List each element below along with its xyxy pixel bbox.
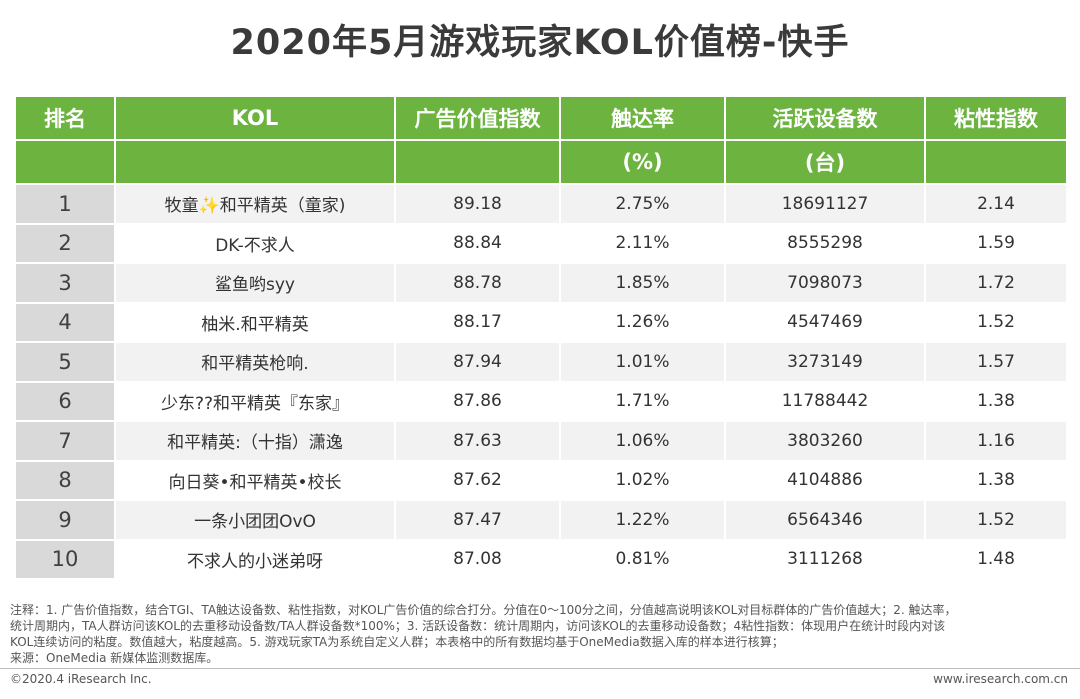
copyright-text: ©2020.4 iResearch Inc. — [10, 672, 152, 686]
header-reach-rate-unit: (%) — [561, 141, 724, 183]
stickiness-cell: 1.52 — [926, 303, 1066, 341]
stickiness-cell: 1.57 — [926, 343, 1066, 381]
active-devices-cell: 7098073 — [726, 264, 924, 302]
footer-divider — [0, 668, 1080, 669]
header-active-devices-unit: (台) — [726, 141, 924, 183]
header-ad-value-index: 广告价值指数 — [396, 97, 559, 139]
header-rank: 排名 — [16, 97, 114, 139]
stickiness-cell: 1.38 — [926, 461, 1066, 499]
table-row: 7 和平精英:（十指）潇逸 87.63 1.06% 3803260 1.16 — [16, 422, 1066, 460]
kol-name-cell: 少东??和平精英『东家』 — [116, 382, 394, 420]
active-devices-cell: 11788442 — [726, 382, 924, 420]
header-stickiness-index: 粘性指数 — [926, 97, 1066, 139]
stickiness-cell: 1.52 — [926, 501, 1066, 539]
reach-rate-cell: 1.26% — [561, 303, 724, 341]
reach-rate-cell: 0.81% — [561, 540, 724, 578]
table-row: 3 鲨鱼哟syy 88.78 1.85% 7098073 1.72 — [16, 264, 1066, 302]
reach-rate-cell: 1.06% — [561, 422, 724, 460]
kol-name-cell: 不求人的小迷弟呀 — [116, 540, 394, 578]
ad-value-cell: 87.62 — [396, 461, 559, 499]
rank-cell: 4 — [16, 303, 114, 341]
table-row: 1 牧童✨和平精英（童家) 89.18 2.75% 18691127 2.14 — [16, 185, 1066, 223]
reach-rate-cell: 1.02% — [561, 461, 724, 499]
active-devices-cell: 3111268 — [726, 540, 924, 578]
stickiness-cell: 1.59 — [926, 224, 1066, 262]
ad-value-cell: 87.47 — [396, 501, 559, 539]
reach-rate-cell: 1.71% — [561, 382, 724, 420]
footnotes: 注释：1. 广告价值指数，结合TGI、TA触达设备数、粘性指数，对KOL广告价值… — [10, 602, 1070, 666]
ad-value-cell: 87.94 — [396, 343, 559, 381]
stickiness-cell: 1.38 — [926, 382, 1066, 420]
note-line-2: 统计周期内，TA人群访问该KOL的去重移动设备数/TA人群设备数*100%；3.… — [10, 619, 946, 633]
ad-value-cell: 88.17 — [396, 303, 559, 341]
active-devices-cell: 3803260 — [726, 422, 924, 460]
ad-value-cell: 88.78 — [396, 264, 559, 302]
header-stickiness-index-unit — [926, 141, 1066, 183]
table-row: 9 一条小团团OvO 87.47 1.22% 6564346 1.52 — [16, 501, 1066, 539]
header-row-bottom: (%) (台) — [16, 141, 1066, 183]
reach-rate-cell: 1.01% — [561, 343, 724, 381]
rank-cell: 6 — [16, 382, 114, 420]
kol-name-cell: DK-不求人 — [116, 224, 394, 262]
reach-rate-cell: 1.22% — [561, 501, 724, 539]
rank-cell: 1 — [16, 185, 114, 223]
kol-name-cell: 牧童✨和平精英（童家) — [116, 185, 394, 223]
stickiness-cell: 1.72 — [926, 264, 1066, 302]
kol-name-cell: 和平精英枪响. — [116, 343, 394, 381]
kol-name-cell: 柚米.和平精英 — [116, 303, 394, 341]
page-title: 2020年5月游戏玩家KOL价值榜-快手 — [230, 23, 850, 63]
ad-value-cell: 88.84 — [396, 224, 559, 262]
reach-rate-cell: 2.75% — [561, 185, 724, 223]
rank-cell: 2 — [16, 224, 114, 262]
note-line-1: 注释：1. 广告价值指数，结合TGI、TA触达设备数、粘性指数，对KOL广告价值… — [10, 603, 957, 617]
table-row: 5 和平精英枪响. 87.94 1.01% 3273149 1.57 — [16, 343, 1066, 381]
ad-value-cell: 87.63 — [396, 422, 559, 460]
rank-cell: 8 — [16, 461, 114, 499]
active-devices-cell: 4547469 — [726, 303, 924, 341]
rank-cell: 5 — [16, 343, 114, 381]
website-url: www.iresearch.com.cn — [933, 672, 1068, 686]
stickiness-cell: 1.48 — [926, 540, 1066, 578]
table-row: 8 向日葵•和平精英•校长 87.62 1.02% 4104886 1.38 — [16, 461, 1066, 499]
note-line-3: KOL连续访问的粘度。数值越大，粘度越高。5. 游戏玩家TA为系统自定义人群；本… — [10, 635, 784, 649]
kol-name-cell: 和平精英:（十指）潇逸 — [116, 422, 394, 460]
header-row-top: 排名 KOL 广告价值指数 触达率 活跃设备数 粘性指数 — [16, 97, 1066, 139]
kol-name-cell: 向日葵•和平精英•校长 — [116, 461, 394, 499]
rank-cell: 10 — [16, 540, 114, 578]
source-note: 来源：OneMedia 新媒体监测数据库。 — [10, 651, 219, 665]
active-devices-cell: 18691127 — [726, 185, 924, 223]
header-kol: KOL — [116, 97, 394, 139]
kol-name-cell: 一条小团团OvO — [116, 501, 394, 539]
stickiness-cell: 2.14 — [926, 185, 1066, 223]
ad-value-cell: 89.18 — [396, 185, 559, 223]
table-row: 6 少东??和平精英『东家』 87.86 1.71% 11788442 1.38 — [16, 382, 1066, 420]
header-active-devices: 活跃设备数 — [726, 97, 924, 139]
reach-rate-cell: 1.85% — [561, 264, 724, 302]
ad-value-cell: 87.86 — [396, 382, 559, 420]
table-row: 10 不求人的小迷弟呀 87.08 0.81% 3111268 1.48 — [16, 540, 1066, 578]
active-devices-cell: 6564346 — [726, 501, 924, 539]
table-row: 4 柚米.和平精英 88.17 1.26% 4547469 1.52 — [16, 303, 1066, 341]
stickiness-cell: 1.16 — [926, 422, 1066, 460]
active-devices-cell: 3273149 — [726, 343, 924, 381]
table-row: 2 DK-不求人 88.84 2.11% 8555298 1.59 — [16, 224, 1066, 262]
header-rank-unit — [16, 141, 114, 183]
active-devices-cell: 4104886 — [726, 461, 924, 499]
header-reach-rate: 触达率 — [561, 97, 724, 139]
rank-cell: 9 — [16, 501, 114, 539]
header-ad-value-index-unit — [396, 141, 559, 183]
active-devices-cell: 8555298 — [726, 224, 924, 262]
rank-cell: 7 — [16, 422, 114, 460]
ad-value-cell: 87.08 — [396, 540, 559, 578]
reach-rate-cell: 2.11% — [561, 224, 724, 262]
header-kol-unit — [116, 141, 394, 183]
rank-cell: 3 — [16, 264, 114, 302]
kol-ranking-table: 排名 KOL 广告价值指数 触达率 活跃设备数 粘性指数 (%) (台) 1 牧… — [14, 95, 1068, 580]
kol-name-cell: 鲨鱼哟syy — [116, 264, 394, 302]
